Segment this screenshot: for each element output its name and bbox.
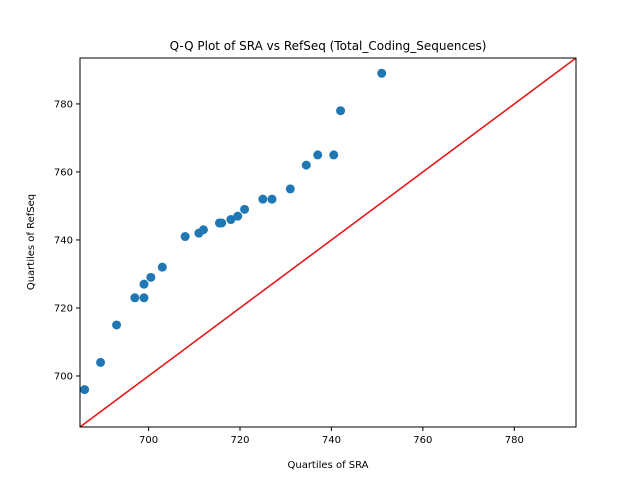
- data-point-11: [198, 225, 208, 235]
- data-point-8: [157, 262, 167, 272]
- y-tick-label-760: 760: [54, 167, 73, 178]
- chart-title: Q-Q Plot of SRA vs RefSeq (Total_Coding_…: [170, 39, 487, 53]
- data-point-17: [258, 194, 268, 204]
- data-point-4: [130, 293, 140, 303]
- y-tick-label-700: 700: [54, 371, 73, 382]
- data-point-3: [112, 320, 122, 330]
- data-point-2: [96, 357, 106, 367]
- reference-line: [80, 58, 576, 427]
- data-point-22: [329, 150, 339, 160]
- y-tick-label-780: 780: [54, 99, 73, 110]
- x-tick-label-780: 780: [505, 435, 524, 446]
- x-tick-label-700: 700: [139, 435, 158, 446]
- data-point-5: [139, 293, 149, 303]
- data-point-15: [233, 211, 243, 221]
- data-point-16: [240, 204, 250, 214]
- x-tick-label-740: 740: [322, 435, 341, 446]
- data-point-13: [217, 218, 227, 228]
- y-axis-label: Quartiles of RefSeq: [26, 194, 37, 290]
- data-point-21: [313, 150, 323, 160]
- data-point-6: [139, 279, 149, 289]
- data-point-7: [146, 272, 156, 282]
- plot-area: 700 720 740 760 780 700 720 740 760 780: [54, 57, 577, 446]
- data-point-18: [267, 194, 277, 204]
- data-point-9: [180, 232, 190, 242]
- x-tick-label-760: 760: [413, 435, 432, 446]
- x-axis-label: Quartiles of SRA: [287, 460, 368, 471]
- plot-frame: [79, 57, 577, 428]
- data-point-24: [377, 68, 387, 78]
- x-tick-label-720: 720: [230, 435, 249, 446]
- data-point-20: [301, 160, 311, 170]
- data-point-1: [80, 385, 90, 395]
- y-tick-label-720: 720: [54, 303, 73, 314]
- data-point-14: [226, 215, 236, 225]
- data-point-23: [336, 106, 346, 116]
- data-point-19: [285, 184, 295, 194]
- y-tick-label-740: 740: [54, 235, 73, 246]
